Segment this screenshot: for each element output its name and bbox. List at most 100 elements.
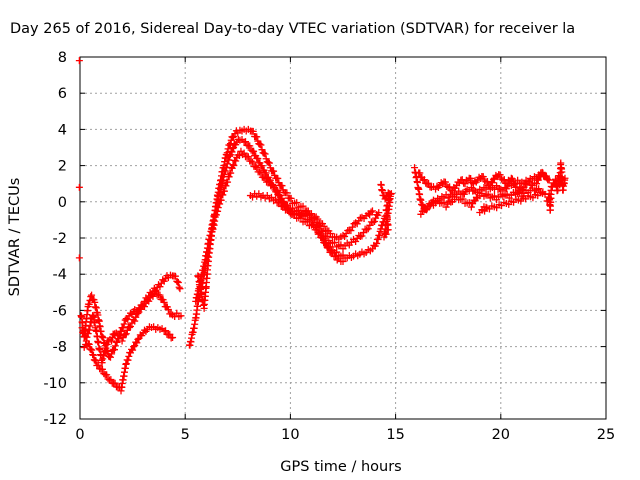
data-point bbox=[247, 157, 255, 165]
data-point bbox=[75, 254, 83, 262]
data-point bbox=[103, 371, 111, 379]
data-point bbox=[235, 152, 243, 160]
data-point bbox=[353, 220, 361, 228]
data-point bbox=[232, 157, 240, 165]
data-point bbox=[467, 203, 475, 211]
x-tick-label: 5 bbox=[181, 427, 190, 443]
y-tick-label: -6 bbox=[53, 303, 67, 319]
data-point bbox=[125, 324, 133, 332]
data-point bbox=[124, 315, 132, 323]
data-point bbox=[115, 335, 123, 343]
y-tick-label: -8 bbox=[53, 340, 67, 356]
data-point bbox=[75, 57, 83, 65]
data-point bbox=[229, 133, 237, 141]
data-point bbox=[386, 192, 394, 200]
data-point bbox=[220, 187, 228, 195]
data-point bbox=[538, 168, 546, 176]
data-point bbox=[177, 312, 185, 320]
data-point bbox=[258, 162, 266, 170]
data-point bbox=[167, 310, 175, 318]
data-point bbox=[425, 179, 433, 187]
data-point bbox=[371, 218, 379, 226]
y-tick-label: -12 bbox=[43, 412, 67, 428]
y-tick-label: 0 bbox=[58, 195, 67, 211]
y-tick-label: -4 bbox=[53, 267, 67, 283]
data-point bbox=[278, 182, 286, 190]
data-point bbox=[75, 183, 83, 191]
data-point bbox=[92, 357, 100, 365]
data-point bbox=[249, 127, 257, 135]
data-point bbox=[98, 365, 106, 373]
data-point bbox=[160, 298, 168, 306]
data-point bbox=[545, 176, 553, 184]
data-point bbox=[440, 199, 448, 207]
data-point bbox=[271, 184, 279, 192]
x-tick-label: 10 bbox=[281, 427, 299, 443]
data-point bbox=[224, 145, 232, 153]
data-point bbox=[145, 297, 153, 305]
data-point bbox=[246, 142, 254, 150]
data-point bbox=[116, 331, 124, 339]
y-tick-label: 6 bbox=[58, 86, 67, 102]
data-point bbox=[488, 179, 496, 187]
data-point bbox=[97, 327, 105, 335]
data-point bbox=[251, 163, 259, 171]
data-point bbox=[256, 168, 264, 176]
data-point bbox=[293, 199, 301, 207]
data-point bbox=[503, 190, 511, 198]
data-point bbox=[275, 191, 283, 199]
data-point bbox=[542, 172, 550, 180]
data-point bbox=[417, 196, 425, 204]
data-point bbox=[373, 239, 381, 247]
data-point bbox=[526, 177, 534, 185]
data-point bbox=[347, 227, 355, 235]
data-point bbox=[284, 201, 292, 209]
data-point bbox=[375, 231, 383, 239]
data-point bbox=[337, 241, 345, 249]
data-point bbox=[156, 291, 164, 299]
data-point bbox=[283, 189, 291, 197]
plot-frame bbox=[79, 56, 607, 420]
data-point bbox=[94, 361, 102, 369]
data-point bbox=[270, 167, 278, 175]
data-point bbox=[418, 201, 426, 209]
data-point bbox=[374, 235, 382, 243]
data-point bbox=[363, 226, 371, 234]
data-point bbox=[352, 237, 360, 245]
data-point bbox=[111, 346, 119, 354]
series-track-g bbox=[246, 190, 376, 243]
data-point bbox=[120, 320, 128, 328]
x-tick-label: 25 bbox=[597, 427, 615, 443]
data-point bbox=[342, 229, 350, 237]
data-point bbox=[279, 197, 287, 205]
y-tick-label: 4 bbox=[58, 122, 67, 138]
data-point bbox=[85, 300, 93, 308]
series-track-c bbox=[80, 323, 177, 395]
data-point bbox=[176, 285, 184, 293]
data-point bbox=[369, 219, 377, 227]
data-point bbox=[253, 164, 261, 172]
data-point bbox=[122, 360, 130, 368]
data-point bbox=[107, 376, 115, 384]
data-point bbox=[467, 174, 475, 182]
data-point bbox=[535, 185, 543, 193]
data-point bbox=[98, 332, 106, 340]
data-point bbox=[314, 215, 322, 223]
data-point bbox=[258, 146, 266, 154]
data-point bbox=[266, 176, 274, 184]
data-point bbox=[117, 327, 125, 335]
data-point bbox=[174, 279, 182, 287]
data-point bbox=[465, 199, 473, 207]
data-point bbox=[326, 230, 334, 238]
data-point bbox=[101, 342, 109, 350]
series-track-b bbox=[78, 287, 185, 361]
data-point bbox=[224, 178, 232, 186]
data-point bbox=[132, 313, 140, 321]
series-track-k bbox=[417, 184, 549, 218]
data-point bbox=[98, 333, 106, 341]
series-edge-marks bbox=[75, 57, 83, 262]
data-point bbox=[307, 210, 315, 218]
data-point bbox=[490, 192, 498, 200]
data-point bbox=[88, 291, 96, 299]
